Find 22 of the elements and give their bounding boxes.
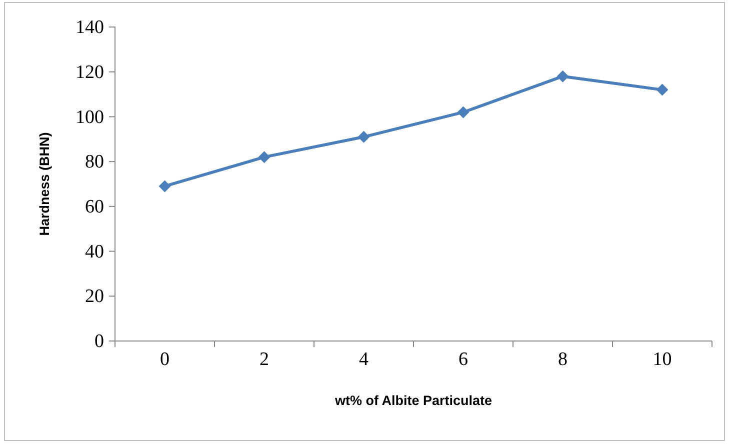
y-tick-label: 40 — [85, 241, 104, 262]
x-tick-label: 10 — [652, 348, 672, 370]
y-tick-label: 60 — [85, 196, 104, 218]
y-tick-label: 100 — [76, 106, 104, 128]
x-tick-label: 0 — [160, 348, 170, 370]
y-tick-label: 20 — [85, 286, 104, 308]
point — [258, 151, 270, 164]
y-tick-label: 120 — [76, 62, 104, 83]
x-tick-label: 8 — [558, 348, 568, 370]
point — [158, 180, 171, 192]
x-tick-label: 6 — [458, 348, 468, 370]
x-tick-label: 2 — [260, 348, 269, 370]
y-axis-title: Hardness (BHN) — [37, 132, 52, 236]
y-tick-label: 140 — [76, 17, 104, 38]
y-tick-label: 0 — [94, 331, 104, 352]
y-tick-label: 80 — [85, 152, 104, 173]
x-axis-title: wt% of Albite Particulate — [334, 393, 492, 408]
point — [358, 130, 370, 143]
point — [656, 84, 668, 96]
point — [457, 106, 470, 118]
point — [556, 70, 569, 82]
x-tick-label: 4 — [359, 348, 369, 370]
